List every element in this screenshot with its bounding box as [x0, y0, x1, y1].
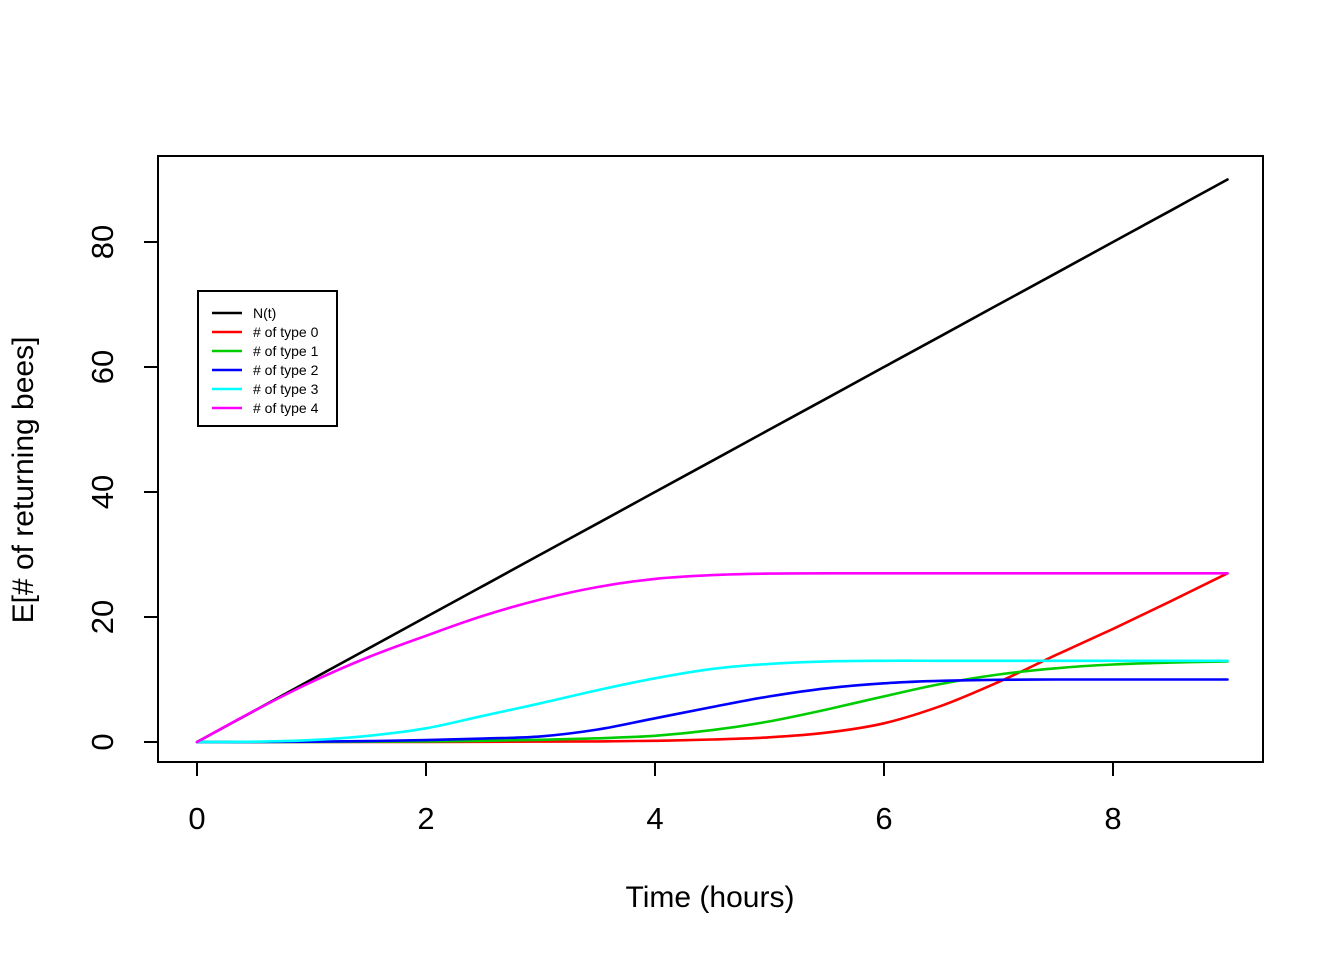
legend-label: N(t) — [253, 305, 276, 321]
series-line-3 — [195, 678, 1229, 744]
legend: N(t) # of type 0 # of type 1 # of type 2 # o… — [197, 290, 338, 427]
legend-label: # of type 3 — [253, 381, 319, 397]
x-tick-label: 0 — [188, 801, 205, 836]
x-tick-label: 6 — [875, 801, 892, 836]
y-tick-label: 0 — [85, 733, 120, 750]
legend-label: # of type 4 — [253, 400, 319, 416]
y-tick-label: 60 — [85, 350, 120, 384]
x-axis: 0 2 4 6 8 — [188, 762, 1122, 836]
y-tick-label: 80 — [85, 225, 120, 259]
x-tick-label: 4 — [646, 801, 663, 836]
legend-label: # of type 0 — [253, 324, 319, 340]
x-axis-title: Time (hours) — [626, 881, 795, 914]
y-tick-label: 40 — [85, 475, 120, 509]
series-lines — [195, 178, 1229, 744]
series-line-4 — [195, 659, 1229, 744]
series-line-2 — [195, 660, 1229, 744]
plot-box — [157, 155, 1264, 763]
y-axis-title: E[# of returning bees] — [7, 337, 40, 624]
series-line-0 — [195, 178, 1229, 744]
legend-label: # of type 2 — [253, 362, 319, 378]
y-axis: 0 20 40 60 80 — [85, 225, 158, 751]
legend-label: # of type 1 — [253, 343, 319, 359]
y-tick-label: 20 — [85, 600, 120, 634]
x-tick-label: 8 — [1104, 801, 1121, 836]
series-line-5 — [195, 571, 1229, 744]
x-tick-label: 2 — [417, 801, 434, 836]
